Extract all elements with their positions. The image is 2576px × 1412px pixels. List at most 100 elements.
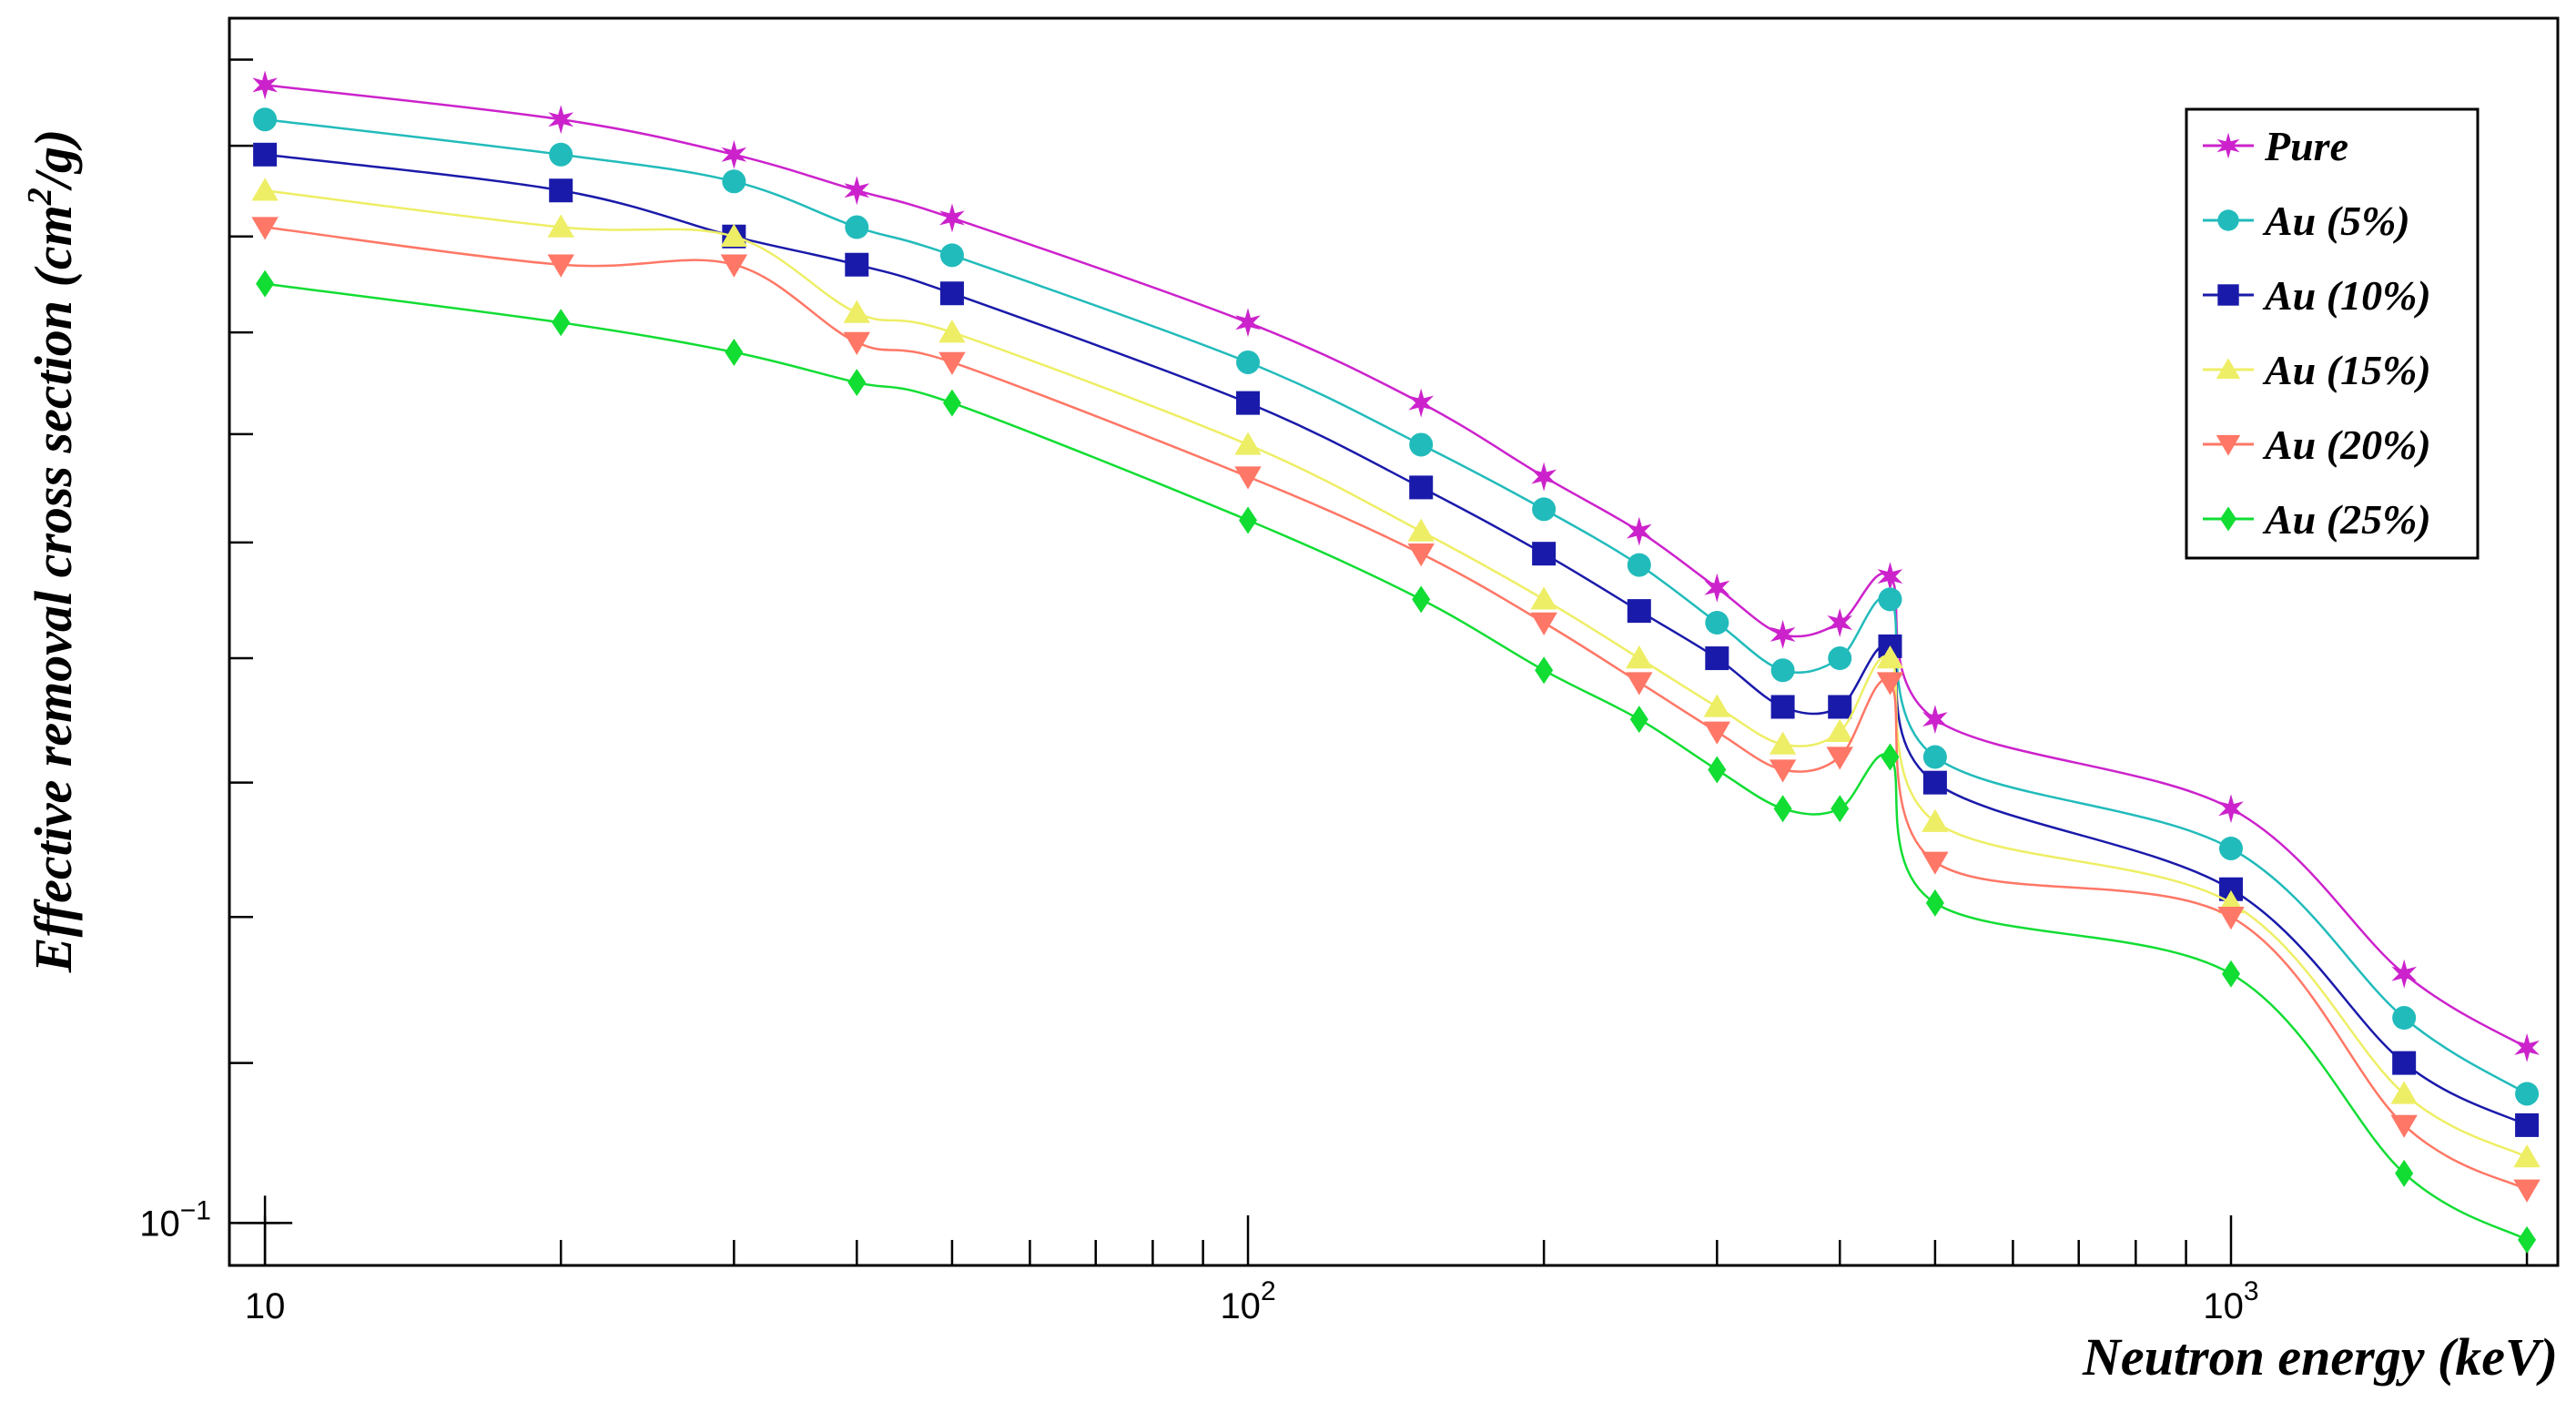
data-point — [1828, 695, 1852, 719]
data-point — [1826, 747, 1853, 770]
data-point — [1878, 587, 1902, 612]
data-point — [1627, 599, 1651, 624]
plot-frame — [228, 16, 2560, 1267]
legend-marker — [2216, 132, 2240, 159]
legend-item: Au (15%) — [2203, 347, 2431, 393]
data-point — [1626, 516, 1652, 546]
data-point — [1531, 462, 1557, 492]
data-point — [938, 320, 966, 343]
data-point — [1239, 506, 1258, 534]
data-point — [253, 107, 278, 132]
data-point — [256, 269, 275, 298]
legend-label: Au (5%) — [2262, 198, 2410, 244]
data-point — [1235, 308, 1261, 338]
legend: Pure Au (5%) Au (10%) Au (15%) Au (20%) Au (2… — [2185, 107, 2480, 560]
data-point — [2218, 794, 2244, 824]
series-line — [264, 188, 2528, 1159]
legend-label: Au (20%) — [2262, 422, 2431, 468]
data-point — [845, 215, 869, 239]
x-tick-label-base: 10 — [2203, 1286, 2244, 1326]
data-point — [552, 309, 571, 337]
data-point — [1412, 585, 1431, 614]
data-point — [1532, 497, 1557, 522]
data-point — [1876, 672, 1904, 696]
data-point — [1770, 695, 1795, 719]
legend-label: Au (25%) — [2262, 496, 2431, 543]
data-point — [1409, 432, 1434, 457]
legend-item: Au (25%) — [2203, 496, 2431, 543]
data-point — [251, 217, 279, 240]
data-point — [2217, 907, 2245, 930]
data-point — [845, 252, 869, 277]
y-tick-label-exponent: −1 — [180, 1195, 211, 1225]
series-line — [264, 226, 2528, 1191]
data-point — [1704, 573, 1730, 603]
data-point — [1922, 770, 1947, 795]
legend-entries: Pure Au (5%) Au (10%) Au (15%) Au (20%) Au (2… — [2203, 123, 2431, 543]
data-point — [939, 203, 965, 233]
data-point — [1234, 432, 1262, 455]
x-axis: 10 102 103 — [238, 1195, 2529, 1326]
data-point — [2218, 836, 2243, 860]
data-point — [1877, 562, 1903, 592]
series-5 — [256, 269, 2537, 1254]
data-point — [1770, 658, 1795, 683]
legend-marker — [2216, 434, 2241, 456]
data-point — [2391, 959, 2417, 989]
data-point — [725, 338, 744, 366]
data-point — [1827, 608, 1853, 637]
data-point — [253, 142, 278, 167]
legend-marker — [2217, 209, 2239, 231]
data-point — [1407, 543, 1435, 567]
y-tick-label-base: 10 — [139, 1204, 180, 1244]
data-point — [2392, 1051, 2417, 1075]
legend-box — [2185, 107, 2480, 560]
x-axis-title: Neutron energy (keV) — [2082, 1327, 2558, 1387]
data-point — [843, 300, 870, 323]
data-point — [1770, 619, 1796, 649]
data-point — [1922, 745, 1947, 769]
data-point — [549, 178, 573, 203]
series-line — [264, 84, 2528, 1049]
legend-item: Pure — [2203, 123, 2348, 169]
data-point — [721, 139, 747, 169]
data-point — [2513, 1179, 2541, 1203]
data-point — [1769, 731, 1797, 755]
data-point — [1828, 646, 1852, 671]
x-tick-label: 103 — [2203, 1276, 2258, 1326]
data-point — [1773, 795, 1792, 823]
data-point — [1705, 610, 1729, 635]
data-point — [939, 243, 964, 268]
data-point — [938, 351, 966, 375]
series-line — [264, 282, 2528, 1241]
series-line — [264, 117, 2528, 1095]
data-point — [1408, 388, 1435, 418]
data-point — [251, 178, 279, 201]
legend-label: Pure — [2264, 123, 2348, 169]
y-axis-title-superscript: 2 — [21, 188, 59, 206]
data-point — [1826, 718, 1853, 742]
x-tick-label: 102 — [1220, 1276, 1275, 1326]
series-0 — [252, 70, 2540, 1062]
data-point — [1626, 645, 1653, 669]
x-tick-label: 10 — [245, 1286, 286, 1326]
series-layer — [251, 70, 2541, 1254]
data-point — [2513, 1144, 2541, 1168]
data-point — [1881, 743, 1900, 771]
data-point — [1627, 553, 1651, 577]
data-point — [549, 142, 573, 167]
data-point — [2390, 1081, 2418, 1104]
x-tick-label-base: 10 — [1220, 1286, 1261, 1326]
data-point — [2515, 1112, 2540, 1137]
y-tick-label: 10−1 — [139, 1195, 211, 1244]
y-axis-title-unit-end: /g) — [24, 129, 83, 191]
data-point — [1922, 705, 1948, 735]
x-tick-label-exponent: 3 — [2244, 1276, 2259, 1306]
data-point — [2392, 1006, 2417, 1031]
data-point — [2395, 1159, 2414, 1187]
series-1 — [253, 107, 2540, 1106]
data-point — [1236, 391, 1261, 415]
legend-label: Au (15%) — [2262, 347, 2431, 393]
data-point — [1708, 756, 1727, 784]
